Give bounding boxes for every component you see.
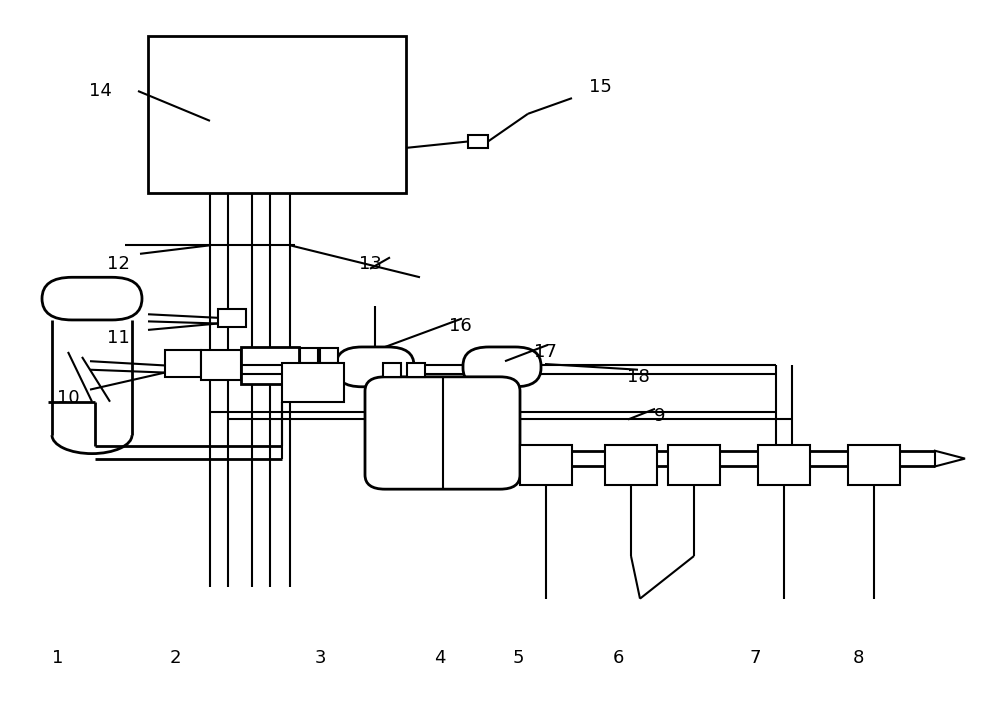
- Bar: [758, 445, 810, 485]
- Text: 4: 4: [434, 648, 446, 667]
- Text: 15: 15: [589, 77, 611, 96]
- Bar: [320, 348, 338, 363]
- Text: 12: 12: [107, 255, 129, 274]
- Bar: [300, 348, 318, 363]
- Text: 1: 1: [52, 648, 64, 667]
- FancyBboxPatch shape: [336, 347, 414, 387]
- Bar: [218, 309, 246, 327]
- Bar: [520, 445, 572, 485]
- Text: 10: 10: [57, 389, 79, 407]
- Bar: [148, 36, 406, 193]
- Text: 17: 17: [534, 343, 556, 361]
- Bar: [383, 363, 401, 377]
- Text: 7: 7: [749, 648, 761, 667]
- Text: 13: 13: [359, 255, 381, 274]
- Text: 18: 18: [627, 368, 649, 386]
- Text: 11: 11: [107, 328, 129, 347]
- Text: 2: 2: [169, 648, 181, 667]
- Bar: [848, 445, 900, 485]
- Text: 16: 16: [449, 316, 471, 335]
- Text: 5: 5: [512, 648, 524, 667]
- FancyBboxPatch shape: [42, 277, 142, 320]
- Text: 14: 14: [89, 82, 111, 100]
- Bar: [605, 445, 657, 485]
- FancyBboxPatch shape: [365, 377, 520, 489]
- Text: 8: 8: [852, 648, 864, 667]
- Bar: [668, 445, 720, 485]
- Text: 3: 3: [314, 648, 326, 667]
- Bar: [282, 363, 344, 402]
- Bar: [468, 135, 488, 148]
- Bar: [407, 363, 425, 377]
- Bar: [201, 350, 241, 380]
- Bar: [241, 347, 299, 384]
- Bar: [165, 350, 201, 377]
- Text: 9: 9: [654, 407, 666, 425]
- Polygon shape: [935, 451, 965, 466]
- Text: 6: 6: [612, 648, 624, 667]
- FancyBboxPatch shape: [463, 347, 541, 387]
